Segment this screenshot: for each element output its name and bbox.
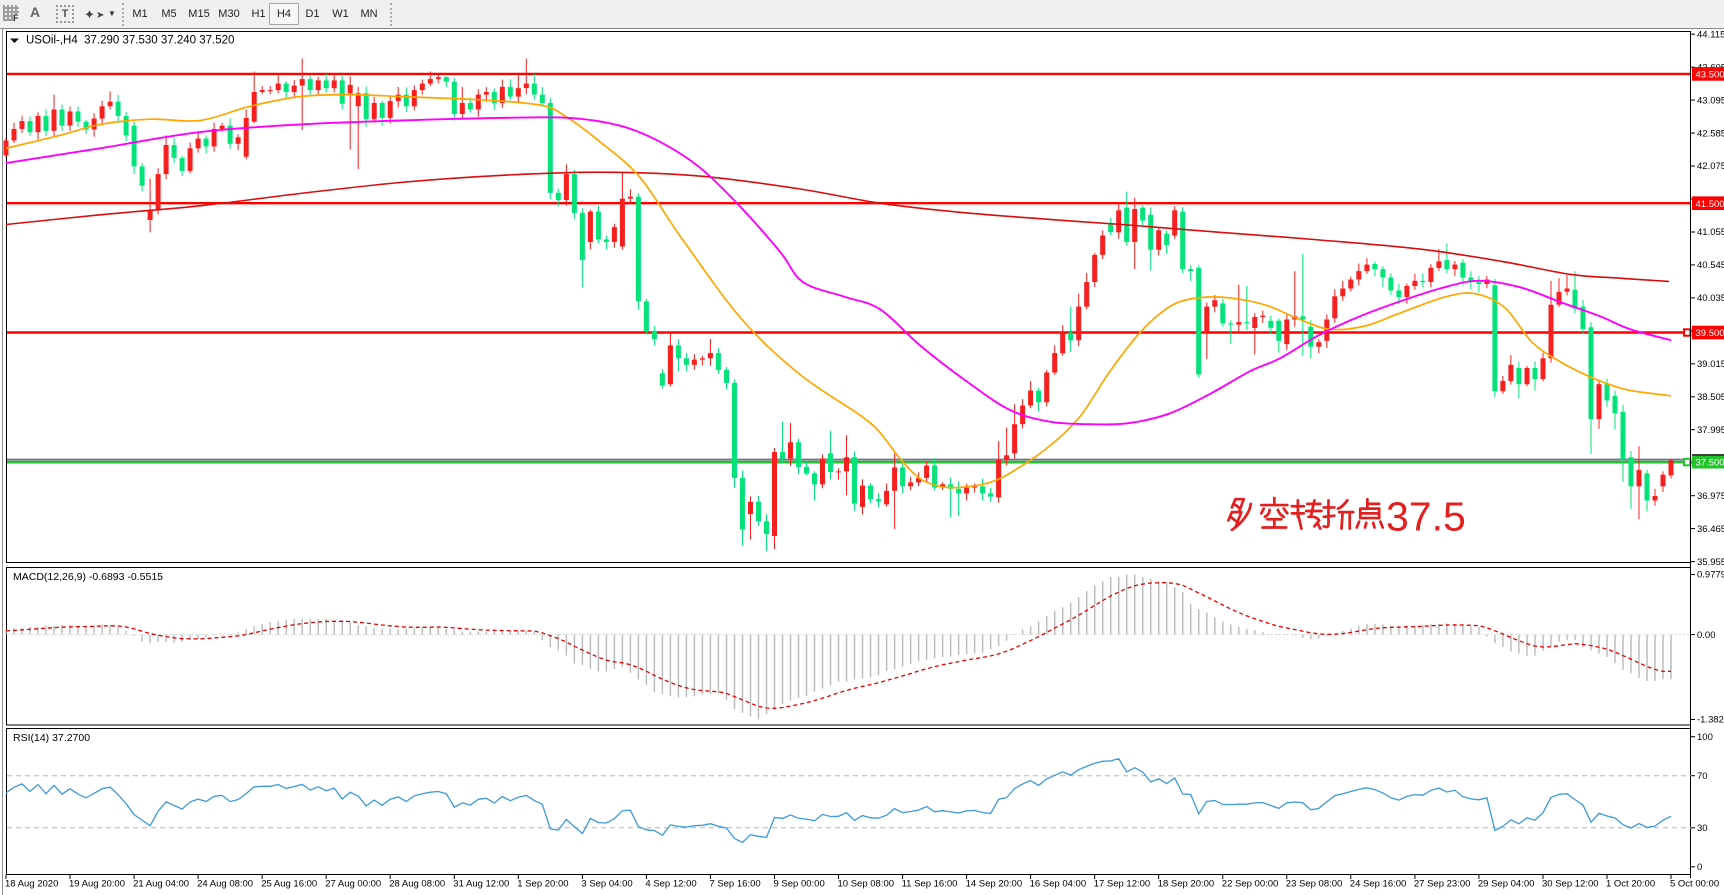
svg-text:39.500: 39.500 bbox=[1696, 328, 1724, 339]
svg-text:44.115: 44.115 bbox=[1697, 29, 1724, 40]
svg-text:29 Sep 04:00: 29 Sep 04:00 bbox=[1478, 879, 1535, 890]
svg-text:37.500: 37.500 bbox=[1696, 457, 1724, 468]
svg-text:35.955: 35.955 bbox=[1697, 557, 1724, 568]
svg-text:3 Sep 04:00: 3 Sep 04:00 bbox=[581, 879, 632, 890]
svg-text:22 Sep 00:00: 22 Sep 00:00 bbox=[1222, 879, 1279, 890]
svg-text:14 Sep 20:00: 14 Sep 20:00 bbox=[966, 879, 1023, 890]
svg-text:25 Aug 16:00: 25 Aug 16:00 bbox=[261, 879, 317, 890]
svg-text:43.500: 43.500 bbox=[1696, 70, 1724, 81]
svg-text:30 Sep 12:00: 30 Sep 12:00 bbox=[1542, 879, 1599, 890]
svg-text:70: 70 bbox=[1697, 771, 1708, 782]
svg-text:30: 30 bbox=[1697, 823, 1708, 834]
svg-text:28 Aug 08:00: 28 Aug 08:00 bbox=[389, 879, 445, 890]
svg-text:RSI(14) 37.2700: RSI(14) 37.2700 bbox=[13, 732, 90, 744]
svg-text:43.095: 43.095 bbox=[1697, 95, 1724, 106]
svg-text:4 Sep 12:00: 4 Sep 12:00 bbox=[645, 879, 696, 890]
svg-text:39.015: 39.015 bbox=[1697, 359, 1724, 370]
svg-text:24 Aug 08:00: 24 Aug 08:00 bbox=[197, 879, 253, 890]
svg-text:41.055: 41.055 bbox=[1697, 227, 1724, 238]
svg-text:38.505: 38.505 bbox=[1697, 392, 1724, 403]
svg-text:18 Aug 2020: 18 Aug 2020 bbox=[5, 879, 58, 890]
svg-text:37.995: 37.995 bbox=[1697, 425, 1724, 436]
svg-text:10 Sep 08:00: 10 Sep 08:00 bbox=[838, 879, 895, 890]
svg-text:19 Aug 20:00: 19 Aug 20:00 bbox=[69, 879, 125, 890]
svg-text:0.00: 0.00 bbox=[1697, 630, 1716, 641]
svg-text:27 Sep 23:00: 27 Sep 23:00 bbox=[1414, 879, 1471, 890]
svg-text:1 Oct 20:00: 1 Oct 20:00 bbox=[1606, 879, 1655, 890]
svg-text:9 Sep 00:00: 9 Sep 00:00 bbox=[774, 879, 825, 890]
svg-text:USOil-,H4 37.290 37.530 37.24: USOil-,H4 37.290 37.530 37.240 37.520 bbox=[26, 35, 234, 47]
svg-text:1 Sep 20:00: 1 Sep 20:00 bbox=[517, 879, 568, 890]
svg-text:11 Sep 16:00: 11 Sep 16:00 bbox=[902, 879, 958, 890]
svg-text:17 Sep 12:00: 17 Sep 12:00 bbox=[1094, 879, 1151, 890]
svg-text:36.975: 36.975 bbox=[1697, 491, 1724, 502]
svg-text:23 Sep 08:00: 23 Sep 08:00 bbox=[1286, 879, 1343, 890]
svg-text:5 Oct 00:00: 5 Oct 00:00 bbox=[1670, 879, 1719, 890]
svg-text:100: 100 bbox=[1697, 732, 1713, 743]
svg-text:-1.382: -1.382 bbox=[1697, 715, 1724, 726]
svg-text:16 Sep 04:00: 16 Sep 04:00 bbox=[1030, 879, 1087, 890]
svg-text:21 Aug 04:00: 21 Aug 04:00 bbox=[133, 879, 189, 890]
svg-text:7 Sep 16:00: 7 Sep 16:00 bbox=[709, 879, 760, 890]
svg-text:0: 0 bbox=[1697, 862, 1702, 873]
svg-text:42.585: 42.585 bbox=[1697, 128, 1724, 139]
svg-text:18 Sep 20:00: 18 Sep 20:00 bbox=[1158, 879, 1215, 890]
svg-text:MACD(12,26,9) -0.6893 -0.5515: MACD(12,26,9) -0.6893 -0.5515 bbox=[13, 571, 163, 583]
svg-text:24 Sep 16:00: 24 Sep 16:00 bbox=[1350, 879, 1407, 890]
svg-text:40.545: 40.545 bbox=[1697, 260, 1724, 271]
svg-text:42.075: 42.075 bbox=[1697, 161, 1724, 172]
svg-text:27 Aug 00:00: 27 Aug 00:00 bbox=[325, 879, 381, 890]
svg-text:41.500: 41.500 bbox=[1696, 199, 1724, 210]
svg-text:31 Aug 12:00: 31 Aug 12:00 bbox=[453, 879, 509, 890]
svg-text:37.5: 37.5 bbox=[1386, 494, 1466, 540]
svg-text:36.465: 36.465 bbox=[1697, 524, 1724, 535]
svg-text:0.9779: 0.9779 bbox=[1697, 570, 1724, 581]
svg-text:40.035: 40.035 bbox=[1697, 293, 1724, 304]
